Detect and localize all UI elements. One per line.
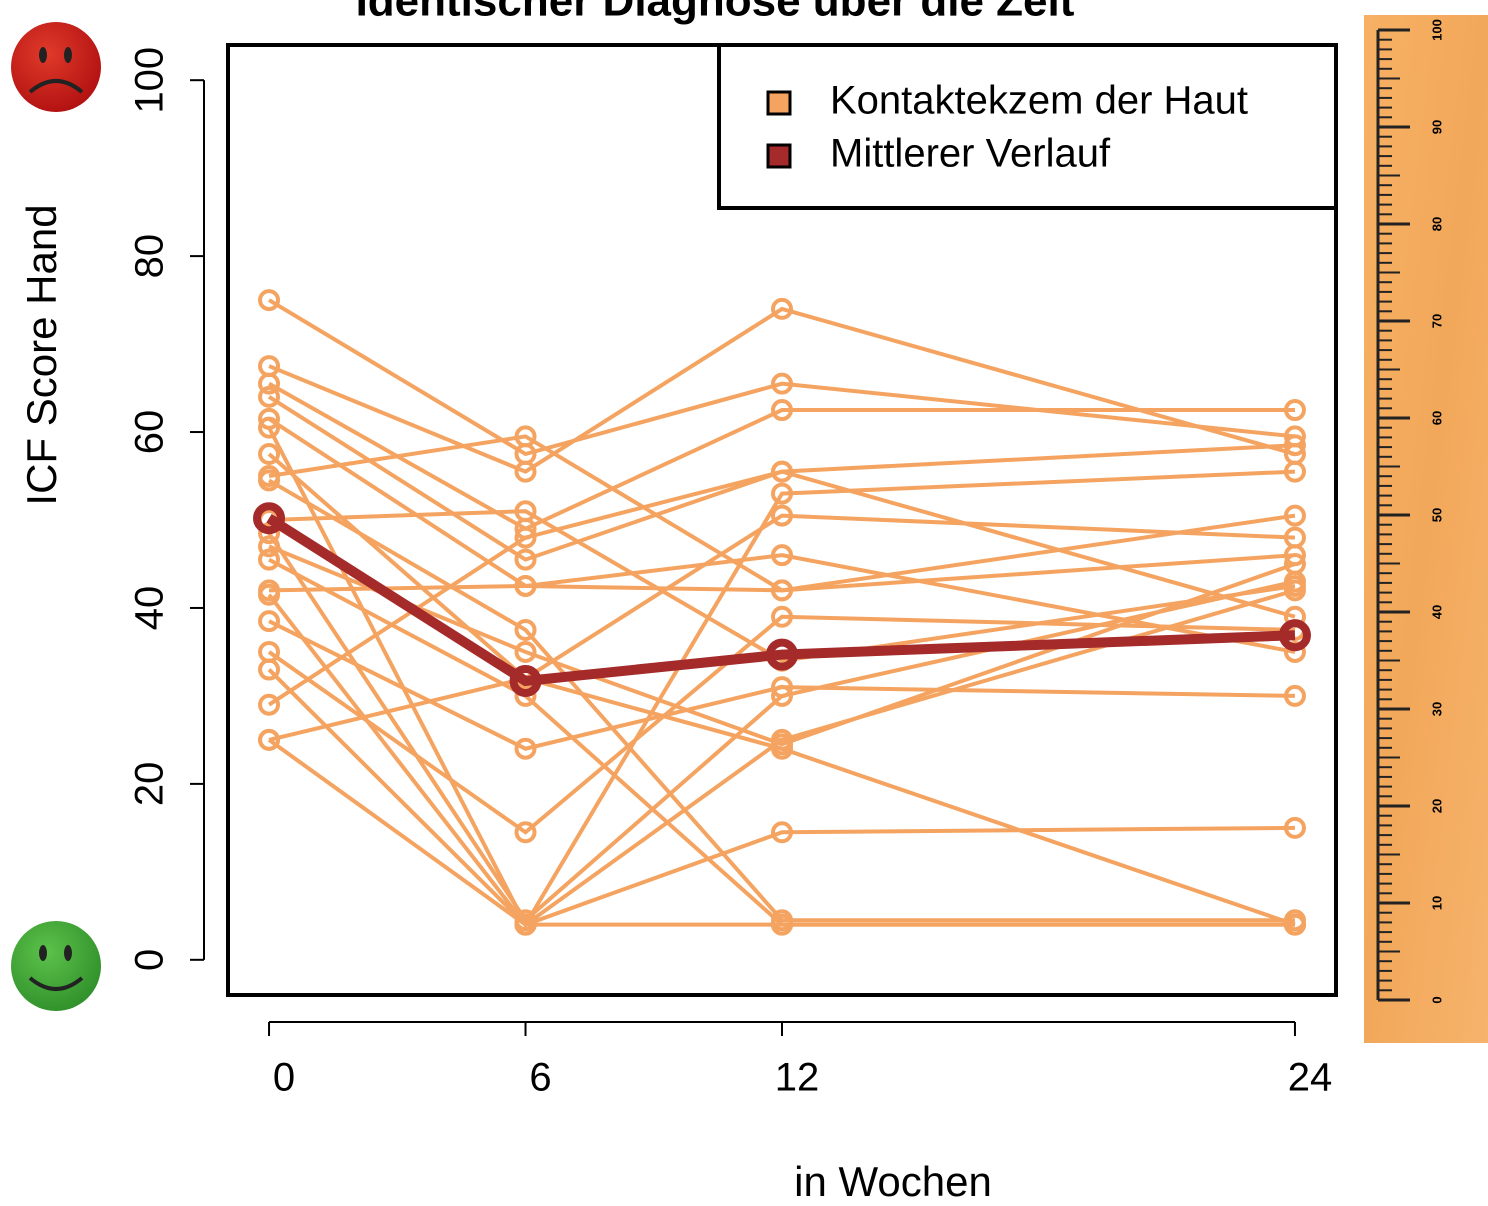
happy-face: [11, 921, 101, 1011]
patient-point: [771, 605, 793, 628]
mean-point: [253, 502, 286, 535]
patient-point: [258, 289, 281, 312]
ruler-tick-label: 70: [1429, 314, 1444, 328]
patient-point: [258, 583, 281, 606]
patient-line: [268, 306, 1296, 474]
patient-point: [771, 821, 793, 844]
patient-point: [514, 460, 537, 483]
y-tick-label: 80: [128, 234, 172, 279]
patient-point: [258, 548, 281, 571]
x-axis-label: in Wochen: [794, 1158, 992, 1205]
patient-point: [514, 526, 537, 549]
patient-point: [771, 482, 793, 505]
patient-line: [267, 614, 1296, 835]
patient-line: [268, 676, 1296, 927]
patient-point: [258, 658, 281, 681]
patient-point: [514, 425, 537, 448]
ruler-tick-label: 100: [1429, 19, 1444, 41]
patient-line: [267, 469, 1296, 707]
patient-point: [514, 500, 537, 523]
ruler-tick-label: 90: [1429, 120, 1444, 134]
patient-point: [771, 579, 793, 602]
patient-point: [771, 544, 793, 567]
legend-label: Kontaktekzem der Haut: [830, 79, 1248, 123]
ruler-tick-label: 80: [1429, 217, 1444, 231]
patient-point: [771, 399, 793, 422]
patient-point: [258, 522, 281, 545]
patient-line: [267, 426, 1296, 929]
patient-point: [1283, 816, 1306, 839]
patient-point: [258, 385, 281, 408]
patient-line: [267, 668, 1295, 927]
x-tick-label: 12: [775, 1056, 820, 1100]
patient-point: [1283, 399, 1306, 422]
patient-point: [258, 416, 281, 439]
x-tick-label: 24: [1288, 1056, 1333, 1100]
ruler-tick-label: 20: [1429, 799, 1444, 813]
y-tick-label: 40: [128, 586, 172, 631]
y-axis-label: ICF Score Hand: [18, 204, 65, 505]
mean-point: [766, 638, 798, 671]
ruler-tick-label: 40: [1429, 605, 1444, 619]
patient-point: [258, 535, 281, 558]
patient-point: [1283, 684, 1306, 707]
patient-line: [267, 588, 1296, 928]
patient-point: [771, 913, 793, 936]
patient-point: [258, 443, 281, 466]
patient-point: [1283, 460, 1306, 483]
ruler: [1364, 15, 1488, 1043]
patient-line: [269, 553, 1296, 654]
patient-point: [771, 676, 793, 699]
legend-swatch: [766, 143, 792, 169]
legend-box: [717, 43, 1338, 210]
y-tick-label: 100: [128, 47, 172, 114]
patient-point: [771, 460, 793, 483]
y-tick-label: 20: [128, 762, 172, 807]
patient-point: [1283, 552, 1306, 575]
legend-swatch: [766, 90, 792, 116]
patient-point: [514, 640, 537, 663]
patient-point: [514, 821, 537, 844]
patient-point: [771, 504, 793, 527]
patient-point: [771, 737, 793, 760]
patient-point: [1283, 504, 1306, 527]
patient-point: [514, 548, 537, 571]
chart-title: Identischer Diagnose über die Zeit: [356, 0, 1075, 26]
patient-point: [771, 372, 793, 395]
y-tick-label: 60: [128, 410, 172, 455]
x-tick-label: 6: [529, 1056, 551, 1100]
patient-point: [514, 913, 537, 936]
ruler-tick-label: 30: [1429, 702, 1444, 716]
patient-line: [268, 478, 1295, 923]
patient-point: [258, 728, 281, 751]
sad-face: [11, 22, 101, 112]
ruler-tick-label: 10: [1429, 896, 1444, 910]
patient-point: [258, 610, 281, 633]
patient-point: [1283, 913, 1306, 936]
patient-point: [1283, 579, 1306, 602]
patient-line: [268, 619, 1295, 751]
ruler-tick-label: 60: [1429, 411, 1444, 425]
patient-point: [514, 737, 537, 760]
mean-point: [1278, 619, 1311, 652]
patient-point: [514, 618, 537, 641]
patient-point: [1283, 434, 1306, 457]
patient-point: [258, 372, 281, 395]
y-tick-label: 0: [128, 949, 172, 971]
patient-line: [267, 738, 1295, 927]
ruler-tick-label: 0: [1429, 996, 1444, 1003]
patient-point: [1283, 640, 1306, 663]
patient-line: [267, 452, 1296, 681]
mean-point: [509, 664, 542, 697]
x-tick-label: 0: [273, 1056, 295, 1100]
patient-point: [258, 693, 281, 716]
ruler-tick-label: 50: [1429, 508, 1444, 522]
patient-point: [258, 469, 281, 492]
legend-label: Mittlerer Verlauf: [830, 132, 1111, 176]
patient-line: [268, 434, 1296, 593]
mean-line: [266, 514, 1296, 687]
patient-point: [514, 574, 537, 597]
patient-point: [771, 297, 793, 320]
